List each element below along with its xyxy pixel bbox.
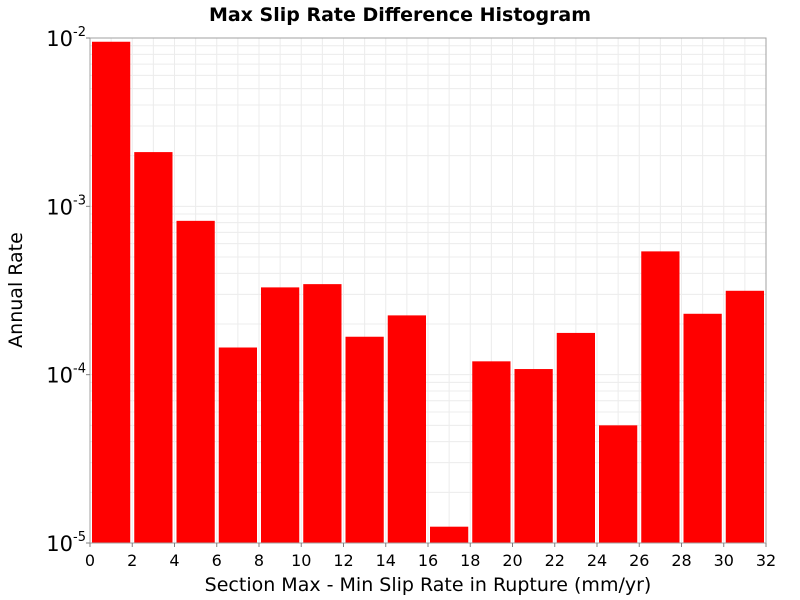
x-tick-label: 10 bbox=[291, 551, 311, 570]
x-tick-label: 18 bbox=[460, 551, 480, 570]
histogram-bar bbox=[134, 152, 173, 543]
x-tick-label: 12 bbox=[333, 551, 353, 570]
histogram-bar bbox=[725, 290, 764, 543]
histogram-bar bbox=[92, 41, 131, 544]
y-tick-base: 10 bbox=[46, 195, 73, 219]
x-tick-label: 4 bbox=[169, 551, 179, 570]
histogram-bar bbox=[345, 336, 384, 543]
x-tick-label: 26 bbox=[629, 551, 649, 570]
y-axis-label: Annual Rate bbox=[5, 232, 27, 348]
y-tick-label: 10-2 bbox=[46, 25, 86, 51]
x-tick-label: 20 bbox=[502, 551, 522, 570]
x-tick-label: 22 bbox=[545, 551, 565, 570]
histogram-bar bbox=[176, 220, 215, 543]
histogram-bar bbox=[514, 369, 553, 543]
chart-title: Max Slip Rate Difference Histogram bbox=[209, 4, 591, 26]
y-tick-exponent: -5 bbox=[73, 530, 86, 545]
histogram-bar bbox=[683, 313, 722, 543]
y-tick-exponent: -4 bbox=[73, 362, 86, 377]
x-tick-label: 16 bbox=[418, 551, 438, 570]
histogram-bar bbox=[218, 347, 257, 543]
y-axis-ticks: 10-210-310-410-5 bbox=[46, 25, 90, 556]
histogram-bar bbox=[641, 251, 680, 544]
x-axis-label: Section Max - Min Slip Rate in Rupture (… bbox=[205, 574, 652, 596]
x-tick-label: 14 bbox=[376, 551, 396, 570]
y-tick-exponent: -2 bbox=[73, 25, 86, 40]
x-tick-label: 24 bbox=[587, 551, 607, 570]
y-tick-label: 10-3 bbox=[46, 193, 86, 219]
histogram-bar bbox=[430, 526, 469, 543]
histogram-bar bbox=[261, 287, 300, 543]
x-tick-label: 6 bbox=[212, 551, 222, 570]
y-tick-label: 10-5 bbox=[46, 530, 86, 556]
x-tick-label: 28 bbox=[671, 551, 691, 570]
x-tick-label: 30 bbox=[714, 551, 734, 570]
y-tick-base: 10 bbox=[46, 27, 73, 51]
histogram-bar bbox=[387, 315, 426, 543]
x-tick-label: 0 bbox=[85, 551, 95, 570]
y-tick-exponent: -3 bbox=[73, 193, 86, 208]
histogram-bar bbox=[556, 332, 595, 543]
y-tick-label: 10-4 bbox=[46, 362, 86, 388]
x-tick-label: 32 bbox=[756, 551, 776, 570]
y-tick-base: 10 bbox=[46, 532, 73, 556]
x-tick-label: 2 bbox=[127, 551, 137, 570]
y-tick-base: 10 bbox=[46, 364, 73, 388]
histogram-bar bbox=[472, 361, 511, 543]
histogram-bar bbox=[599, 425, 638, 543]
bars-group bbox=[92, 41, 764, 544]
x-tick-label: 8 bbox=[254, 551, 264, 570]
histogram-bar bbox=[303, 284, 342, 543]
x-axis-ticks: 0 2 4 6 8 10 12 14 16 18 20 22 24 26 28 30 32 bbox=[85, 543, 776, 570]
